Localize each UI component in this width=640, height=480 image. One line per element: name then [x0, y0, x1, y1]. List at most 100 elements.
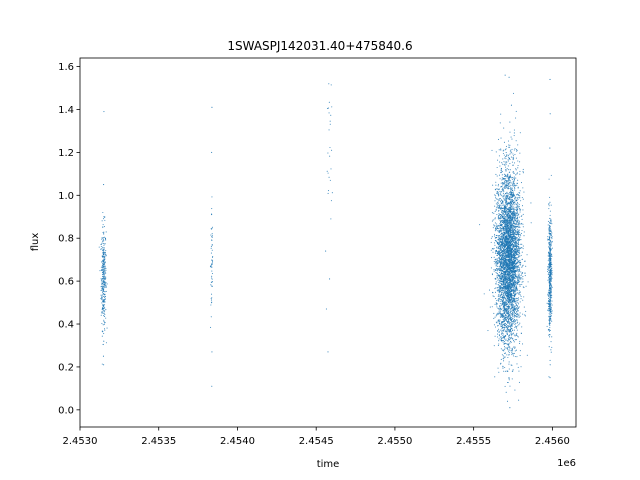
data-point: [519, 267, 521, 269]
data-point: [507, 281, 509, 283]
data-point: [522, 245, 524, 247]
data-point: [512, 314, 514, 316]
data-point: [549, 336, 551, 338]
data-point: [513, 292, 515, 294]
data-point: [514, 346, 516, 348]
data-point: [501, 297, 503, 299]
data-point: [500, 310, 502, 312]
data-point: [506, 277, 508, 279]
data-point: [500, 206, 502, 208]
data-point: [514, 298, 516, 300]
data-point: [103, 247, 105, 249]
data-point: [516, 244, 518, 247]
data-point: [501, 224, 503, 226]
data-point: [511, 252, 513, 254]
data-point: [102, 344, 104, 346]
data-point: [211, 385, 213, 387]
data-point: [496, 333, 499, 335]
data-point: [513, 316, 515, 318]
data-point: [515, 334, 517, 336]
data-point: [509, 298, 511, 300]
data-point: [509, 325, 511, 327]
data-point: [513, 293, 516, 295]
data-point: [502, 236, 504, 238]
data-point: [101, 280, 103, 282]
data-point: [507, 180, 509, 182]
data-point: [513, 270, 515, 272]
data-point: [211, 297, 213, 299]
data-point: [503, 350, 505, 352]
data-point: [505, 229, 507, 232]
data-point: [520, 239, 522, 241]
data-point: [496, 234, 498, 236]
data-point: [510, 337, 512, 339]
data-point: [101, 220, 103, 222]
data-point: [513, 241, 515, 244]
data-point: [518, 262, 520, 264]
data-point: [508, 292, 510, 294]
data-point: [503, 211, 505, 213]
data-point: [514, 238, 516, 240]
data-point: [498, 205, 500, 207]
data-point: [505, 265, 507, 268]
data-point: [515, 194, 518, 196]
data-point: [498, 238, 500, 240]
data-point: [503, 256, 505, 258]
data-point: [505, 311, 508, 313]
data-point: [211, 266, 213, 268]
data-point: [505, 269, 507, 271]
data-point: [512, 323, 514, 325]
data-point: [514, 309, 516, 311]
data-point: [503, 313, 505, 315]
data-point: [516, 314, 518, 316]
data-point: [510, 261, 512, 264]
data-point: [507, 256, 509, 258]
data-point: [103, 306, 105, 308]
data-point: [520, 295, 522, 297]
data-point: [505, 223, 507, 225]
data-point: [511, 336, 513, 338]
data-point: [523, 231, 525, 233]
data-point: [511, 185, 513, 187]
data-point: [493, 270, 495, 272]
data-point: [512, 268, 514, 270]
data-point: [518, 208, 520, 210]
data-point: [522, 281, 524, 283]
data-point: [516, 312, 518, 314]
data-point: [508, 361, 510, 363]
data-point: [513, 200, 515, 202]
data-point: [492, 184, 494, 186]
data-point: [499, 319, 501, 321]
data-point: [512, 256, 515, 259]
data-point: [507, 269, 509, 271]
data-point: [211, 285, 213, 287]
data-point: [518, 265, 520, 267]
data-point: [512, 310, 514, 312]
data-point: [504, 228, 506, 230]
data-point: [512, 283, 514, 285]
data-point: [105, 290, 107, 292]
data-point: [103, 268, 105, 271]
data-point: [507, 250, 509, 252]
data-point: [104, 314, 106, 316]
data-point: [508, 303, 510, 305]
data-point: [509, 256, 511, 258]
data-point: [101, 237, 103, 239]
data-point: [505, 282, 507, 284]
data-point: [510, 283, 512, 285]
data-point: [497, 313, 499, 315]
data-point: [501, 177, 503, 179]
data-point: [509, 284, 511, 287]
data-point: [519, 195, 521, 197]
data-point: [102, 233, 105, 235]
data-point: [211, 244, 213, 246]
data-point: [511, 322, 513, 324]
data-point: [511, 244, 513, 246]
data-point: [505, 208, 507, 210]
data-point: [102, 304, 104, 306]
data-point: [515, 229, 517, 231]
data-point: [517, 144, 519, 146]
data-point: [105, 286, 107, 288]
data-point: [518, 251, 520, 253]
data-point: [500, 323, 502, 325]
